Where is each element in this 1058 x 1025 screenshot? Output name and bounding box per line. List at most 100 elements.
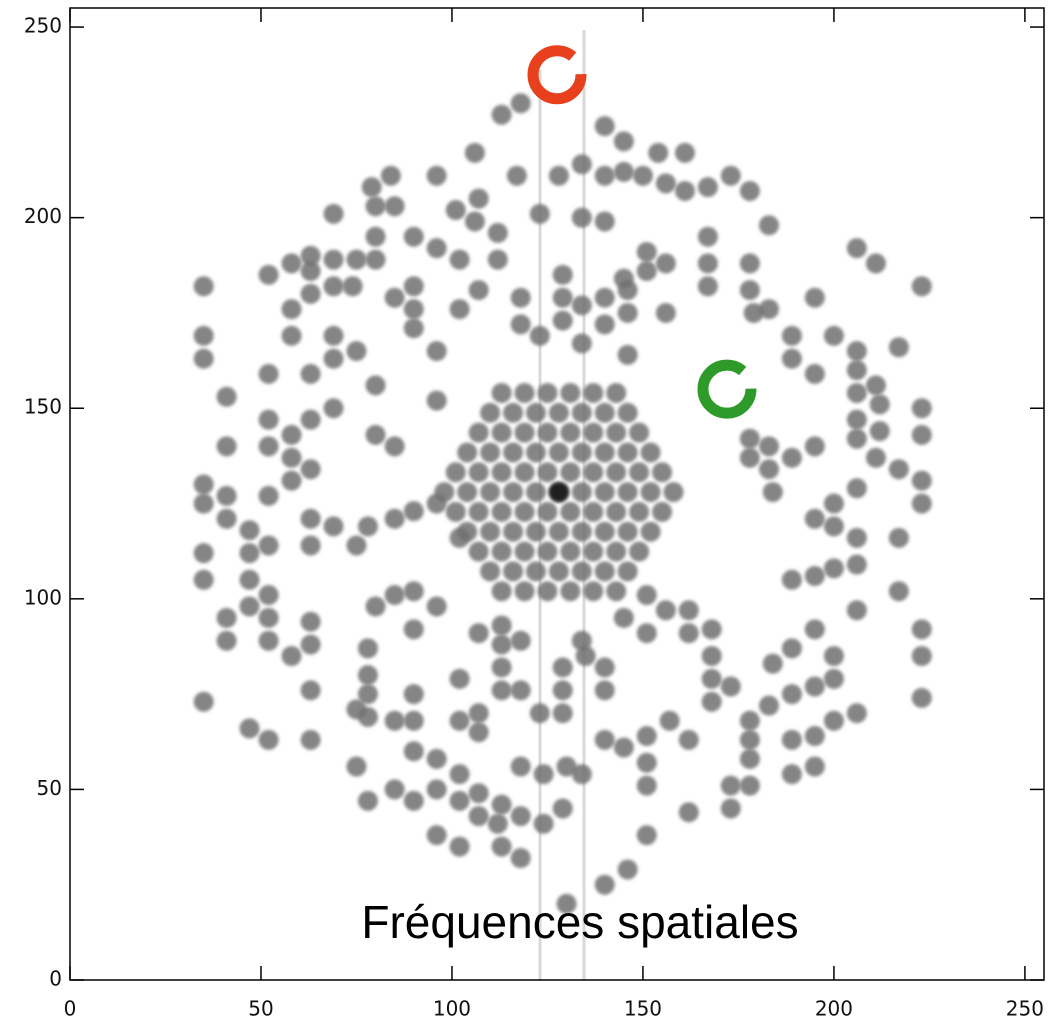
- dot: [515, 383, 535, 403]
- dot: [427, 238, 447, 258]
- dot: [618, 561, 638, 581]
- dot: [217, 387, 237, 407]
- dot: [824, 669, 844, 689]
- dot: [240, 543, 260, 563]
- dot: [560, 462, 580, 482]
- dot: [553, 657, 573, 677]
- dot: [698, 253, 718, 273]
- dot: [427, 779, 447, 799]
- dot: [526, 561, 546, 581]
- dot: [301, 535, 321, 555]
- dot: [618, 859, 638, 879]
- dot: [560, 423, 580, 443]
- dot: [507, 166, 527, 186]
- x-tick-label: 0: [64, 997, 77, 1021]
- dot: [492, 581, 512, 601]
- dot: [805, 509, 825, 529]
- dot: [759, 459, 779, 479]
- dot: [469, 542, 489, 562]
- dot: [572, 403, 592, 423]
- dot: [358, 791, 378, 811]
- dot: [358, 638, 378, 658]
- dot: [282, 646, 302, 666]
- dot: [511, 680, 531, 700]
- dot: [618, 482, 638, 502]
- y-tick-label: 0: [49, 967, 62, 991]
- dot: [633, 166, 653, 186]
- dot: [847, 703, 867, 723]
- dot: [912, 688, 932, 708]
- dot: [194, 543, 214, 563]
- dot: [549, 442, 569, 462]
- dot: [488, 223, 508, 243]
- dot: [549, 403, 569, 423]
- dot: [847, 555, 867, 575]
- dot: [240, 596, 260, 616]
- dot: [805, 566, 825, 586]
- dot: [866, 253, 886, 273]
- dot: [637, 753, 657, 773]
- dot: [324, 276, 344, 296]
- dot: [889, 528, 909, 548]
- dot: [805, 676, 825, 696]
- dot: [534, 814, 554, 834]
- dot: [595, 166, 615, 186]
- dot: [721, 776, 741, 796]
- dot: [450, 669, 470, 689]
- dot: [282, 326, 302, 346]
- dot: [480, 403, 500, 423]
- dot: [465, 211, 485, 231]
- dot: [469, 423, 489, 443]
- y-tick-label: 100: [24, 585, 62, 609]
- dot: [698, 177, 718, 197]
- dot: [702, 669, 722, 689]
- dot: [847, 600, 867, 620]
- y-tick-label: 50: [37, 776, 62, 800]
- dot: [324, 204, 344, 224]
- dot: [759, 436, 779, 456]
- dot: [549, 482, 569, 502]
- dot: [679, 802, 699, 822]
- dot: [480, 482, 500, 502]
- dot: [740, 749, 760, 769]
- dot: [301, 509, 321, 529]
- dot: [480, 522, 500, 542]
- dot: [595, 561, 615, 581]
- dot: [511, 314, 531, 334]
- dot: [629, 502, 649, 522]
- dot: [560, 383, 580, 403]
- dot: [194, 692, 214, 712]
- dot: [553, 311, 573, 331]
- dot: [511, 288, 531, 308]
- dot: [346, 341, 366, 361]
- dot: [282, 253, 302, 273]
- y-tick-label: 200: [24, 204, 62, 228]
- dot: [648, 143, 668, 163]
- dot: [782, 570, 802, 590]
- dot: [217, 486, 237, 506]
- dot: [721, 166, 741, 186]
- dot: [515, 502, 535, 522]
- dot: [572, 631, 592, 651]
- dot: [427, 825, 447, 845]
- dot: [679, 600, 699, 620]
- dot: [866, 448, 886, 468]
- dot: [740, 253, 760, 273]
- dot: [595, 442, 615, 462]
- dot: [912, 398, 932, 418]
- dot: [465, 143, 485, 163]
- dot: [629, 462, 649, 482]
- dot: [824, 646, 844, 666]
- dot: [572, 482, 592, 502]
- dot: [870, 421, 890, 441]
- y-tick-label: 250: [24, 14, 62, 38]
- dot: [595, 657, 615, 677]
- dot: [492, 680, 512, 700]
- dot: [583, 542, 603, 562]
- dot: [492, 837, 512, 857]
- dot: [583, 502, 603, 522]
- dot: [652, 502, 672, 522]
- dot: [824, 711, 844, 731]
- dot: [572, 522, 592, 542]
- dot: [301, 410, 321, 430]
